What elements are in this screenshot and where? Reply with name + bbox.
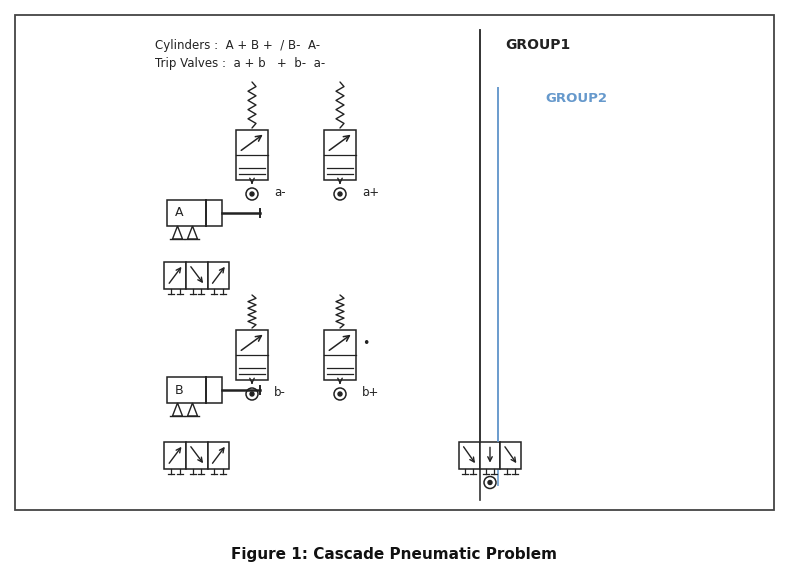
Text: •: • [362, 337, 369, 350]
Text: b+: b+ [362, 386, 380, 398]
Circle shape [250, 192, 254, 196]
Text: a+: a+ [362, 185, 380, 199]
Circle shape [488, 481, 492, 485]
Circle shape [246, 388, 258, 400]
Bar [164, 262, 186, 288]
Polygon shape [188, 403, 197, 416]
Bar [324, 330, 356, 380]
Text: a-: a- [274, 185, 286, 199]
Bar [186, 262, 208, 288]
Bar [186, 442, 208, 468]
Bar [167, 200, 222, 226]
Bar [208, 262, 230, 288]
Circle shape [250, 392, 254, 396]
Polygon shape [188, 226, 197, 239]
Bar [236, 130, 268, 180]
Text: GROUP2: GROUP2 [545, 91, 607, 104]
Bar [480, 442, 500, 468]
Circle shape [338, 192, 342, 196]
Circle shape [334, 388, 346, 400]
Circle shape [246, 188, 258, 200]
Bar [15, 15, 774, 510]
Text: GROUP1: GROUP1 [505, 38, 570, 52]
Text: Trip Valves :  a + b   +  b-  a-: Trip Valves : a + b + b- a- [155, 57, 325, 69]
Text: Figure 1: Cascade Pneumatic Problem: Figure 1: Cascade Pneumatic Problem [231, 548, 558, 563]
Circle shape [334, 188, 346, 200]
Bar [167, 377, 222, 403]
Polygon shape [173, 403, 182, 416]
Text: A: A [175, 207, 184, 219]
Bar [164, 442, 186, 468]
Bar [324, 130, 356, 180]
Text: B: B [175, 383, 184, 397]
Bar [459, 442, 480, 468]
Text: Cylinders :  A + B +  / B-  A-: Cylinders : A + B + / B- A- [155, 38, 320, 52]
Bar [236, 330, 268, 380]
Circle shape [338, 392, 342, 396]
Polygon shape [173, 226, 182, 239]
Circle shape [484, 477, 496, 489]
Bar [500, 442, 521, 468]
Bar [208, 442, 230, 468]
Text: b-: b- [274, 386, 286, 398]
